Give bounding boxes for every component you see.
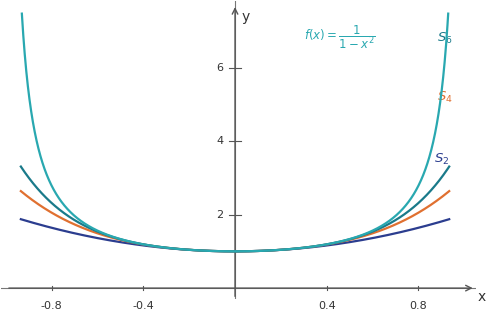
Text: 0.8: 0.8 [410, 301, 427, 311]
Text: -0.4: -0.4 [132, 301, 154, 311]
Text: x: x [478, 290, 486, 304]
Text: $f(x) = \dfrac{1}{1-x^2}$: $f(x) = \dfrac{1}{1-x^2}$ [304, 23, 375, 51]
Text: 2: 2 [216, 210, 224, 220]
Text: 6: 6 [217, 62, 224, 73]
Text: y: y [242, 10, 250, 24]
Text: $S_2$: $S_2$ [434, 152, 450, 167]
Text: $S_4$: $S_4$ [437, 90, 452, 105]
Text: 4: 4 [216, 136, 224, 146]
Text: -0.8: -0.8 [41, 301, 63, 311]
Text: 0.4: 0.4 [318, 301, 336, 311]
Text: $S_6$: $S_6$ [437, 31, 452, 46]
